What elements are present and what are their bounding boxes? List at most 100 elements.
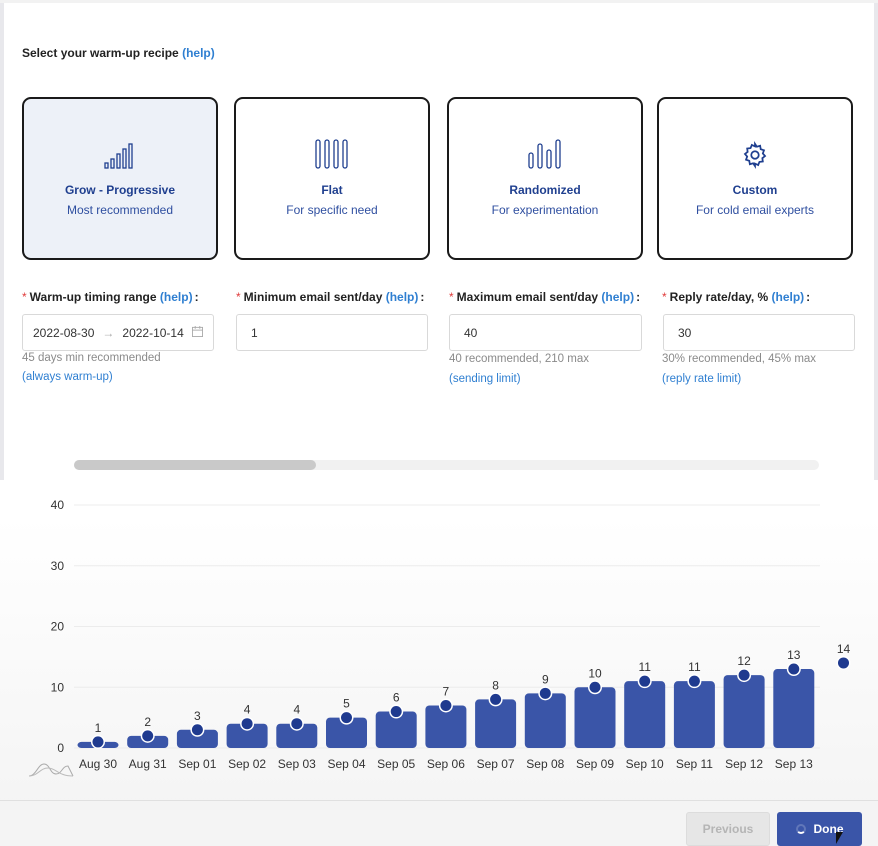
x-tick-label: Sep 08 [526,757,564,771]
x-tick-label: Sep 05 [377,757,415,771]
chart-scroll-thumb[interactable] [74,460,316,470]
data-point [92,736,104,748]
loading-spinner-icon [795,824,806,834]
chart-scroll-track[interactable] [74,460,819,470]
data-point [142,730,154,742]
x-tick-label: Aug 30 [79,757,117,771]
progressive-bars-icon [104,141,136,169]
data-label: 4 [244,703,251,717]
bar [673,681,715,748]
recipe-subtitle: For experimentation [491,203,599,217]
bar [475,699,517,748]
data-point [341,712,352,724]
recipe-title: Custom [732,183,778,197]
sending-limit-link[interactable]: (sending limit) [449,373,521,385]
recipe-title: Flat [321,183,343,197]
bar [176,729,218,748]
min-email-input[interactable]: 1 [236,314,428,351]
recipe-card-randomized[interactable]: Randomized For experimentation [447,97,643,260]
mini-wave-icon [28,763,74,777]
done-button[interactable]: Done [777,812,862,846]
data-label: 5 [343,697,350,711]
data-point [440,699,452,711]
data-label: 3 [194,709,201,723]
data-point [589,681,601,693]
recipe-subtitle: Most recommended [66,203,174,217]
x-tick-label: Sep 04 [327,757,365,771]
x-tick-label: Sep 07 [477,757,515,771]
chart-background [0,480,878,846]
previous-button[interactable]: Previous [686,812,770,846]
max-email-input[interactable]: 40 [449,314,642,351]
data-label: 11 [638,660,651,674]
x-tick-label: Sep 13 [775,757,813,771]
always-warmup-link[interactable]: (always warm-up) [22,371,113,383]
data-point [490,693,502,705]
recipe-subtitle: For specific need [286,203,378,217]
x-tick-label: Sep 06 [427,757,465,771]
min-email-help-link[interactable]: (help) [385,290,419,304]
mouse-cursor-icon [836,832,843,844]
data-point [291,718,303,730]
timing-help-link[interactable]: (help) [159,290,193,304]
data-label: 1 [95,721,102,735]
data-label: 13 [787,648,801,662]
data-point [788,663,800,675]
bar [524,693,566,748]
calendar-icon [192,325,203,340]
y-tick-label: 30 [51,559,65,573]
recipe-card-custom[interactable]: Custom For cold email experts [657,97,853,260]
recipe-title: Grow - Progressive [64,183,176,197]
reply-rate-help-link[interactable]: (help) [771,290,805,304]
date-range-picker[interactable]: 2022-08-30 → 2022-10-14 [22,314,214,351]
data-label: 8 [492,678,499,692]
end-date[interactable]: 2022-10-14 [122,325,184,340]
data-point [191,724,203,736]
x-tick-label: Sep 02 [228,757,266,771]
x-tick-label: Sep 03 [278,757,316,771]
data-point [688,675,700,687]
data-label: 4 [293,703,300,717]
timing-hint: 45 days min recommended [22,352,161,364]
data-point [838,657,849,669]
random-bars-icon [528,139,562,169]
max-email-help-link[interactable]: (help) [601,290,635,304]
x-tick-label: Sep 12 [725,757,763,771]
bar [425,705,467,748]
reply-rate-limit-link[interactable]: (reply rate limit) [662,373,742,385]
reply-rate-input[interactable]: 30 [663,314,855,351]
start-date[interactable]: 2022-08-30 [33,325,95,340]
arrow-right-icon: → [102,325,115,340]
bar [326,717,367,748]
section-title: Select your warm-up recipe (help) [22,46,215,60]
recipe-title: Randomized [509,183,581,197]
recipe-subtitle: For cold email experts [695,203,815,217]
max-email-label: * Maximum email sent/day (help): [449,290,641,304]
data-label: 10 [588,666,602,680]
warmup-chart: 0 10 20 30 40 Aug 30 1 Aug 31 2 Sep 01 3 Sep 02 4 Sep… [51,498,851,771]
max-email-hint: 40 recommended, 210 max [449,353,589,365]
recipe-card-flat[interactable]: Flat For specific need [234,97,430,260]
x-tick-label: Aug 31 [129,757,167,771]
y-tick-label: 40 [51,498,65,512]
bar [773,669,815,748]
y-tick-label: 0 [57,741,64,755]
gear-icon [741,141,769,169]
timing-range-label: * Warm-up timing range (help): [22,290,199,304]
bar [226,723,268,748]
recipe-card-progressive[interactable]: Grow - Progressive Most recommended [22,97,218,260]
data-point [639,675,651,687]
data-label: 2 [144,715,151,729]
data-point [241,718,253,730]
data-point [738,669,750,681]
data-label: 12 [737,654,751,668]
y-tick-label: 10 [51,680,65,694]
bar [723,675,765,748]
bar [375,711,417,748]
data-label: 7 [443,684,450,698]
bar [574,687,616,748]
data-label: 9 [542,672,549,686]
data-point [390,706,402,718]
section-help-link[interactable]: (help) [182,46,215,60]
x-tick-label: Sep 09 [576,757,614,771]
